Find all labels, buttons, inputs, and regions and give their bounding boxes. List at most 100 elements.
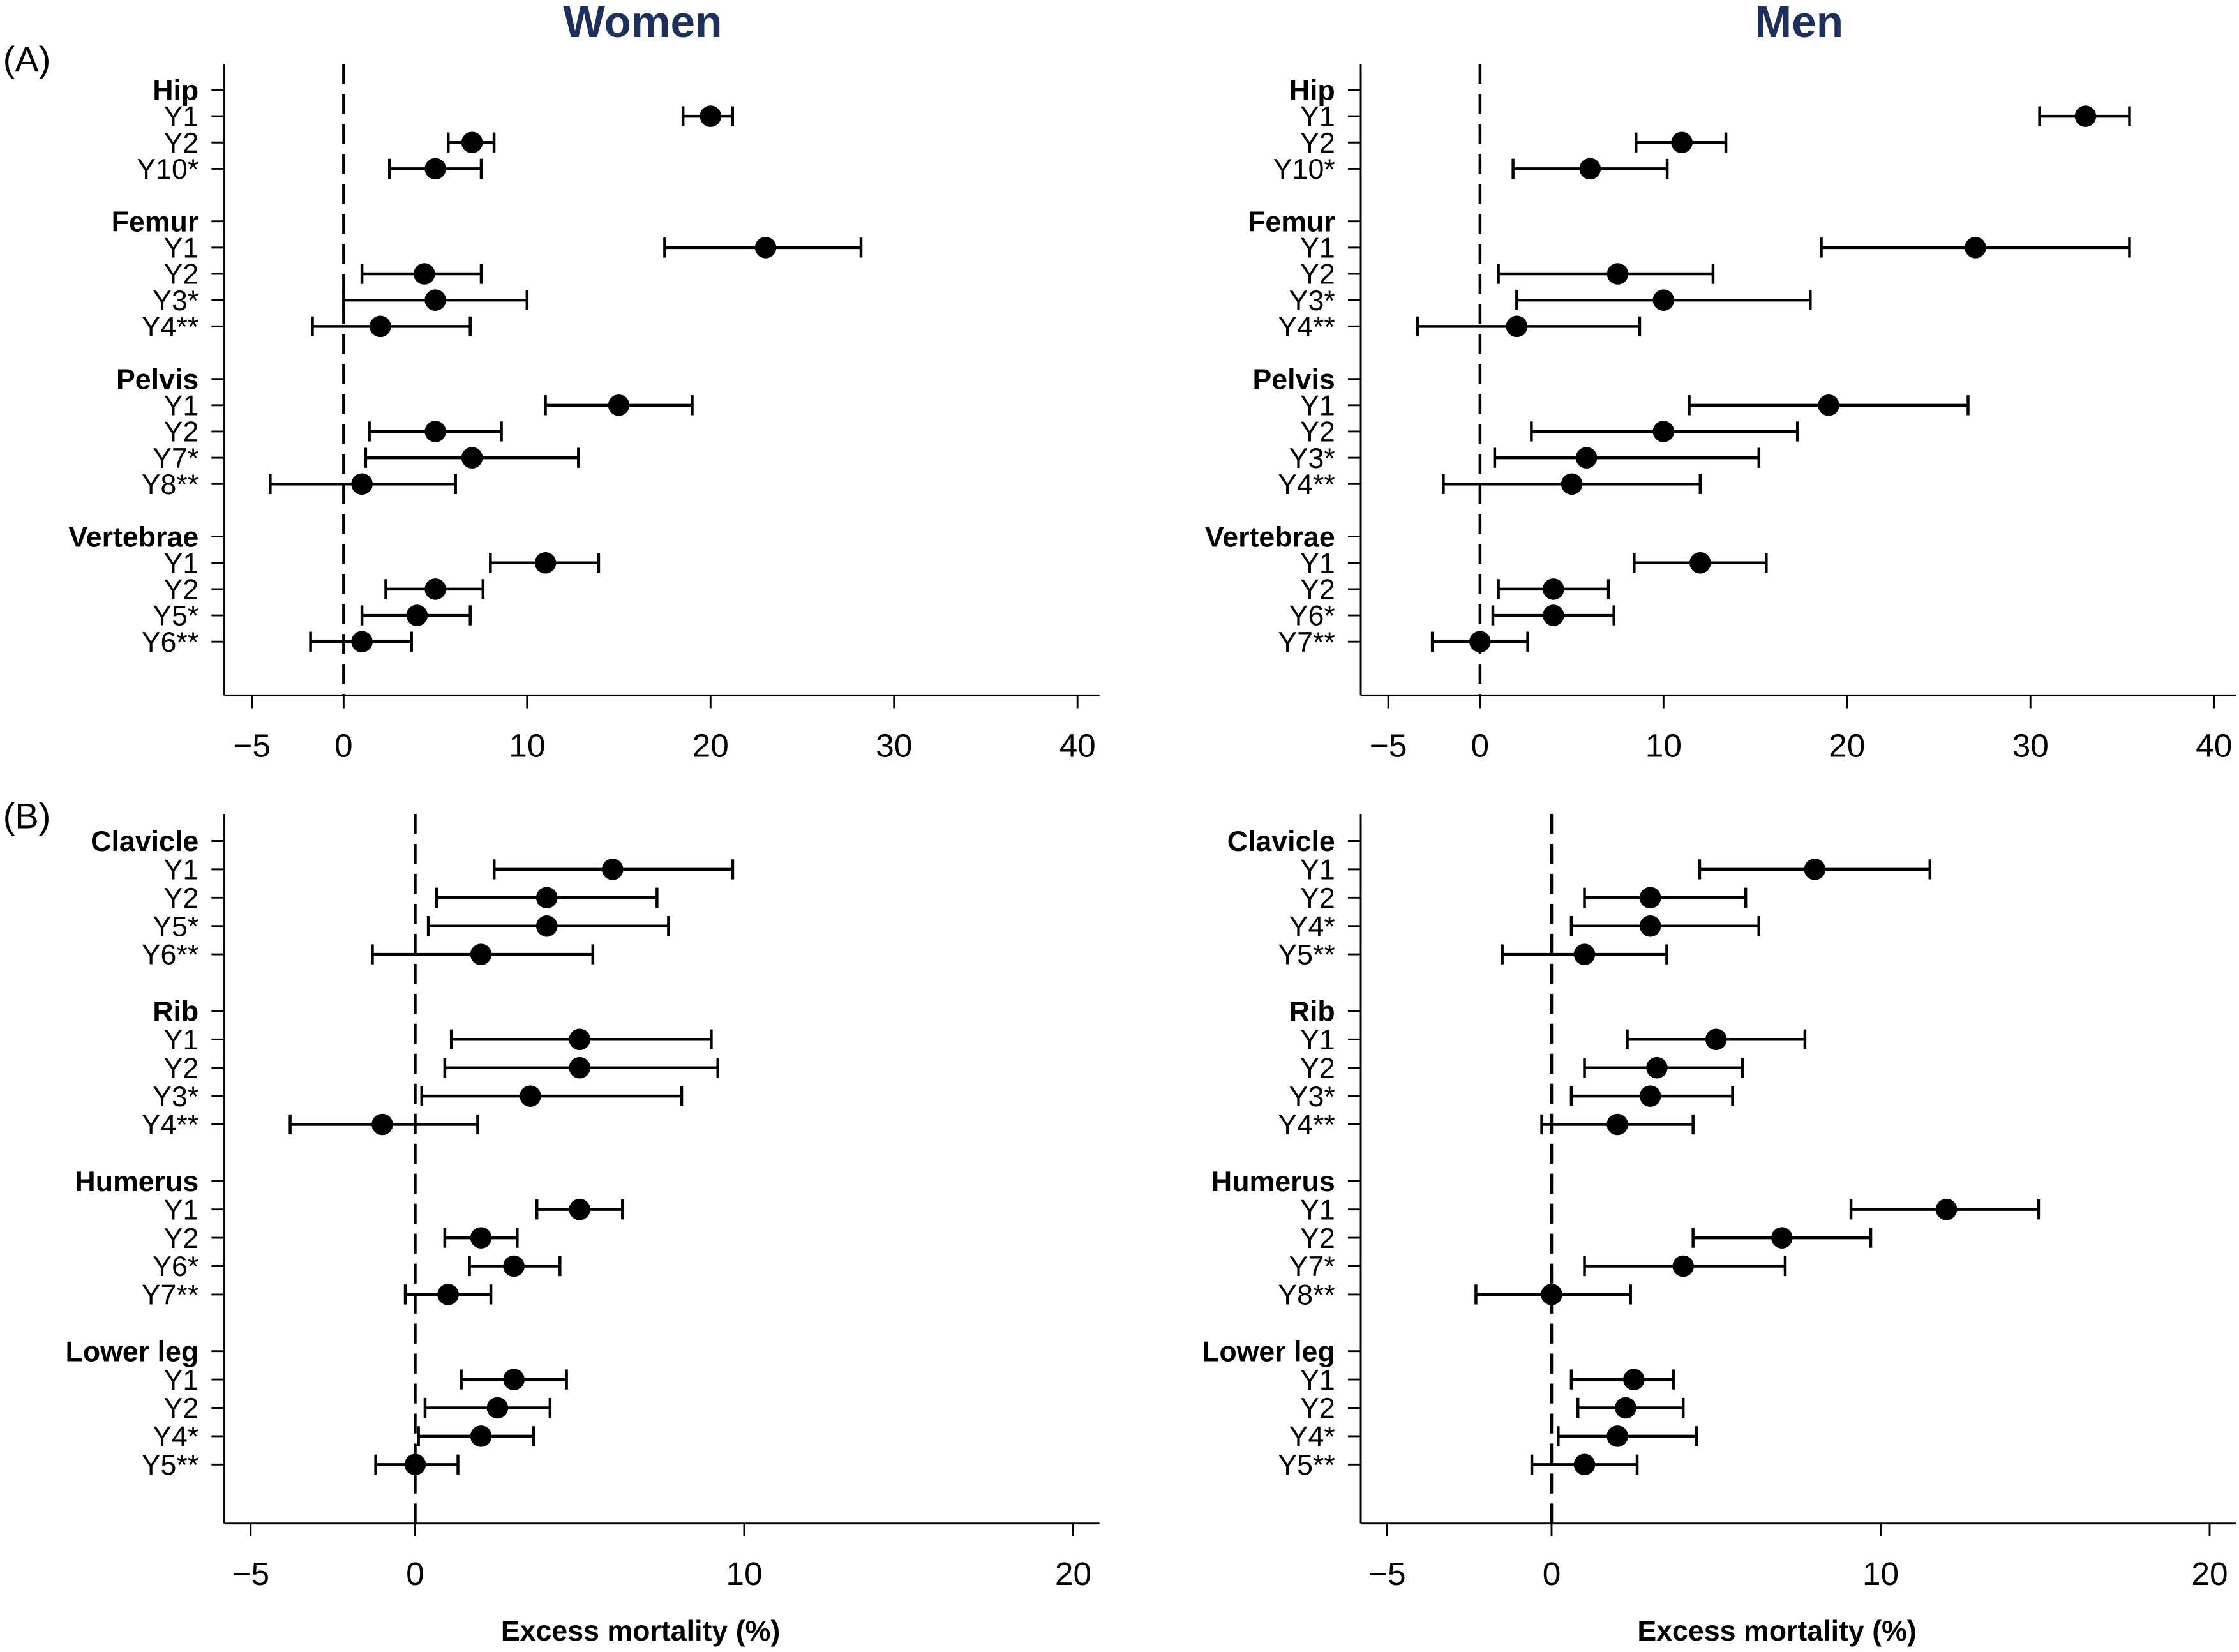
group-label: Hip bbox=[153, 75, 198, 107]
panel-b-men: −5 0 10 20ClavicleY1Y2Y4*Y5**RibY1Y2Y3*Y4**… bbox=[1202, 813, 2236, 1647]
point-estimate bbox=[470, 943, 492, 965]
x-tick-label: 30 bbox=[876, 727, 912, 764]
point-estimate bbox=[1575, 447, 1598, 469]
column-title-women: Women bbox=[563, 0, 722, 47]
point-estimate bbox=[1623, 1369, 1645, 1390]
row-label: Y4** bbox=[1278, 469, 1335, 500]
row-label: Y7* bbox=[153, 443, 198, 474]
row-label: Y2 bbox=[1300, 417, 1335, 448]
point-estimate bbox=[1639, 1085, 1661, 1107]
row-label: Y4* bbox=[1289, 1422, 1335, 1453]
row-label: Y2 bbox=[164, 574, 199, 606]
x-tick-label: 0 bbox=[406, 1555, 424, 1592]
point-estimate bbox=[1672, 1255, 1694, 1277]
row-label: Y4** bbox=[142, 1109, 199, 1141]
point-estimate bbox=[534, 552, 557, 574]
point-estimate bbox=[569, 1056, 591, 1079]
row-label: Y2 bbox=[164, 128, 199, 159]
point-estimate bbox=[470, 1227, 492, 1249]
x-tick-label: 40 bbox=[2196, 727, 2232, 764]
row-label: Y4** bbox=[1278, 1109, 1335, 1141]
row-label: Y2 bbox=[164, 1053, 199, 1084]
point-estimate bbox=[351, 473, 373, 495]
point-estimate bbox=[424, 421, 446, 442]
x-tick-label: −5 bbox=[1368, 1555, 1406, 1592]
row-label: Y1 bbox=[1300, 1025, 1335, 1056]
point-estimate bbox=[1818, 394, 1839, 416]
point-estimate bbox=[608, 394, 630, 416]
x-tick-label: 0 bbox=[1471, 727, 1490, 764]
point-estimate bbox=[1671, 131, 1693, 154]
row-label: Y3* bbox=[1289, 1081, 1335, 1113]
row-label: Y2 bbox=[1300, 259, 1335, 290]
x-tick-label: 30 bbox=[2012, 727, 2049, 764]
row-label: Y5** bbox=[1278, 940, 1335, 971]
row-label: Y3* bbox=[1289, 285, 1335, 317]
x-tick-label: 20 bbox=[1829, 727, 1865, 764]
row-label: Y1 bbox=[1300, 1365, 1335, 1396]
row-label: Y2 bbox=[1300, 883, 1335, 914]
point-estimate bbox=[503, 1255, 525, 1277]
x-axis-label: Excess mortality (%) bbox=[501, 1616, 780, 1647]
point-estimate bbox=[2074, 105, 2097, 127]
point-estimate bbox=[370, 315, 391, 338]
x-tick-label: 0 bbox=[1543, 1555, 1561, 1592]
x-tick-label: 10 bbox=[726, 1555, 762, 1592]
point-estimate bbox=[1469, 631, 1491, 653]
row-label: Y7** bbox=[1278, 627, 1335, 658]
point-estimate bbox=[424, 158, 446, 180]
point-estimate bbox=[351, 631, 373, 653]
group-label: Femur bbox=[112, 206, 199, 237]
point-estimate bbox=[1689, 552, 1711, 574]
x-tick-label: 20 bbox=[693, 727, 729, 764]
row-label: Y2 bbox=[164, 1223, 199, 1254]
point-estimate bbox=[1771, 1227, 1793, 1249]
row-label: Y8** bbox=[142, 469, 199, 500]
point-estimate bbox=[700, 105, 722, 127]
row-label: Y1 bbox=[1300, 855, 1335, 886]
x-tick-label: 10 bbox=[1862, 1555, 1899, 1592]
row-label: Y10* bbox=[1273, 154, 1335, 185]
row-label: Y2 bbox=[164, 1393, 199, 1424]
row-label: Y1 bbox=[164, 855, 199, 886]
point-estimate bbox=[1935, 1198, 1958, 1220]
row-label: Y1 bbox=[1300, 1194, 1335, 1226]
row-label: Y5* bbox=[153, 911, 198, 942]
point-estimate bbox=[424, 289, 446, 311]
panel-a-men: −5 0 10 20 30 40HipY1Y2Y10*FemurY1Y2Y3*Y4**Pe… bbox=[1205, 64, 2236, 764]
row-label: Y3* bbox=[1289, 443, 1335, 474]
point-estimate bbox=[1606, 1113, 1628, 1136]
group-label: Rib bbox=[153, 996, 198, 1028]
point-estimate bbox=[1615, 1397, 1636, 1419]
x-tick-label: 0 bbox=[334, 727, 353, 764]
row-label: Y5** bbox=[142, 1450, 199, 1481]
row-label: Y6** bbox=[142, 627, 199, 658]
column-title-men: Men bbox=[1755, 0, 1843, 47]
row-label: Y8** bbox=[1278, 1280, 1335, 1311]
point-estimate bbox=[1606, 263, 1629, 285]
row-label: Y1 bbox=[164, 233, 199, 264]
row-label: Y2 bbox=[1300, 574, 1335, 606]
point-estimate bbox=[461, 131, 483, 154]
row-label: Y2 bbox=[164, 883, 199, 914]
point-estimate bbox=[569, 1198, 591, 1220]
group-label: Femur bbox=[1248, 206, 1335, 237]
point-estimate bbox=[1573, 1453, 1596, 1476]
point-estimate bbox=[1639, 915, 1661, 937]
point-estimate bbox=[1573, 943, 1596, 965]
x-tick-label: 20 bbox=[1055, 1555, 1091, 1592]
point-estimate bbox=[1639, 887, 1661, 909]
point-estimate bbox=[1543, 578, 1564, 600]
point-estimate bbox=[535, 887, 558, 909]
row-label: Y2 bbox=[164, 259, 199, 290]
group-label: Rib bbox=[1289, 996, 1335, 1028]
point-estimate bbox=[1606, 1425, 1628, 1447]
row-label: Y1 bbox=[1300, 101, 1335, 133]
point-estimate bbox=[406, 604, 428, 626]
row-label: Y1 bbox=[164, 1025, 199, 1056]
group-label: Lower leg bbox=[1202, 1336, 1335, 1367]
row-label: Y2 bbox=[1300, 1223, 1335, 1254]
point-estimate bbox=[1543, 604, 1564, 626]
row-label: Y6** bbox=[142, 940, 199, 971]
